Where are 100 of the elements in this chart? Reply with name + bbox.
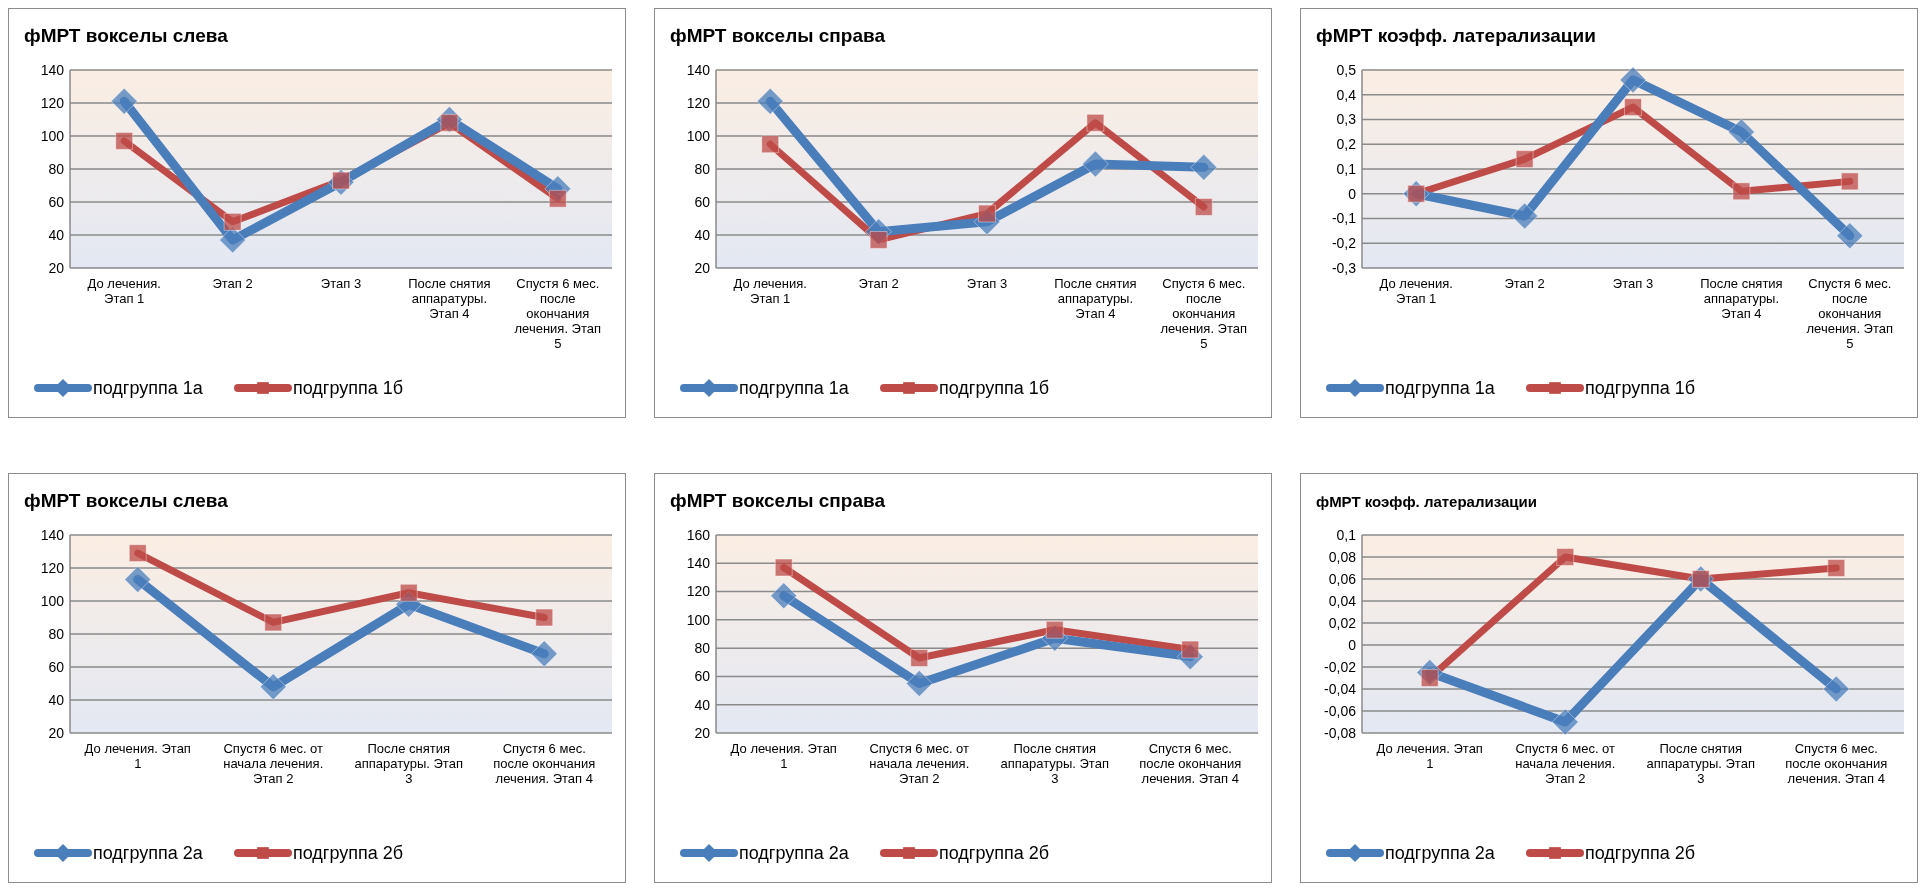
y-tick-label: 120	[686, 583, 711, 600]
point	[259, 673, 287, 701]
y-tick-label: 60	[694, 193, 711, 210]
x-tick-label: Этап 3	[320, 276, 362, 291]
x-tick-label: После снятия аппаратуры. Этап 4	[1054, 276, 1137, 321]
point	[1190, 153, 1218, 181]
x-tick-label: Спустя 6 мес. после окончания лечения. Этап 5	[1160, 276, 1248, 351]
x-tick-label: Этап 2	[1504, 276, 1545, 291]
point	[1840, 172, 1859, 191]
point	[1836, 222, 1864, 250]
y-tick-label: 120	[686, 94, 711, 111]
y-tick-label: 160	[686, 526, 711, 543]
y-tick-label: 20	[48, 724, 65, 741]
y-tick-label: 40	[694, 226, 711, 243]
y-tick-label: 40	[694, 696, 711, 713]
point	[1551, 708, 1579, 736]
point	[1619, 66, 1647, 94]
point	[530, 640, 558, 668]
point	[1827, 559, 1846, 577]
y-tick-label: 60	[48, 658, 65, 675]
x-tick-label: Спустя 6 мес. после окончания лечения. Этап 4	[493, 741, 596, 786]
x-tick-label: До лечения. Этап 1	[1379, 276, 1453, 306]
point	[1556, 548, 1575, 566]
y-tick-label: 100	[40, 127, 65, 144]
point	[1086, 113, 1105, 132]
x-tick-label: Спустя 6 мес. после окончания лечения. Этап 5	[1806, 276, 1894, 351]
y-tick-label: 0,1	[1336, 160, 1357, 177]
y-tick-label: 140	[40, 61, 65, 78]
point	[128, 544, 147, 563]
legend-label: подгруппа 2б	[293, 843, 404, 864]
x-tick-label: До лечения. Этап 1	[87, 276, 161, 306]
point	[223, 212, 242, 231]
y-tick-label: -0,02	[1324, 658, 1357, 675]
legend-label: подгруппа 1б	[1585, 378, 1696, 399]
y-tick-label: 20	[48, 259, 65, 276]
x-tick-label: Спустя 6 мес. от начала лечения. Этап 2	[223, 741, 324, 786]
chart-title: фМРТ вокселы справа	[670, 490, 886, 511]
x-tick-label: Спустя 6 мес. от начала лечения. Этап 2	[869, 741, 970, 786]
point	[1822, 675, 1850, 703]
chart-title: фМРТ вокселы слева	[24, 490, 229, 511]
legend-label: подгруппа 2а	[93, 843, 204, 864]
point	[1515, 150, 1534, 169]
y-tick-label: 20	[694, 259, 711, 276]
y-tick-label: 80	[48, 160, 65, 177]
legend-label: подгруппа 2а	[1385, 843, 1496, 864]
y-tick-label: -0,3	[1331, 259, 1357, 276]
x-tick-label: После снятия аппаратуры. Этап 4	[1700, 276, 1783, 321]
legend-label: подгруппа 1б	[293, 378, 404, 399]
x-tick-label: До лечения. Этап 1	[84, 741, 191, 771]
x-tick-label: Спустя 6 мес. от начала лечения. Этап 2	[1515, 741, 1616, 786]
x-tick-label: Этап 2	[212, 276, 253, 291]
y-tick-label: 40	[48, 226, 65, 243]
y-tick-label: 80	[48, 625, 65, 642]
y-tick-label: 0,04	[1328, 592, 1357, 609]
x-tick-label: Спустя 6 мес. после окончания лечения. Этап 4	[1785, 741, 1888, 786]
y-tick-label: -0,08	[1324, 724, 1357, 741]
point	[1081, 150, 1109, 178]
chart-title: фМРТ вокселы справа	[670, 25, 886, 46]
x-tick-label: До лечения. Этап 1	[733, 276, 807, 306]
legend-label: подгруппа 2а	[739, 843, 850, 864]
legend-label: подгруппа 1б	[939, 378, 1050, 399]
x-tick-label: До лечения. Этап 1	[730, 741, 837, 771]
point	[905, 670, 933, 697]
x-tick-label: После снятия аппаратуры. Этап 4	[408, 276, 491, 321]
point	[115, 132, 134, 150]
y-tick-label: 80	[694, 640, 711, 657]
x-tick-label: До лечения. Этап 1	[1376, 741, 1483, 771]
point	[548, 189, 567, 208]
y-tick-label: 0,5	[1336, 61, 1357, 78]
y-tick-label: -0,1	[1331, 210, 1357, 227]
y-tick-label: -0,04	[1324, 680, 1357, 697]
point	[1194, 198, 1213, 216]
y-tick-label: 0,4	[1336, 86, 1357, 103]
point	[110, 87, 138, 115]
legend-label: подгруппа 2б	[1585, 843, 1696, 864]
x-tick-label: Спустя 6 мес. после окончания лечения. Этап 4	[1139, 741, 1242, 786]
y-tick-label: 140	[40, 526, 65, 543]
y-tick-label: 100	[40, 592, 65, 609]
y-tick-label: 0,2	[1336, 136, 1357, 153]
y-tick-label: 0,08	[1328, 548, 1357, 565]
y-tick-label: -0,06	[1324, 702, 1357, 719]
legend-label: подгруппа 2б	[939, 843, 1050, 864]
y-tick-label: 140	[686, 61, 711, 78]
legend-label: подгруппа 1а	[739, 378, 850, 399]
x-tick-label: После снятия аппаратуры. Этап 3	[354, 741, 463, 786]
point	[770, 582, 798, 610]
x-tick-label: Этап 3	[1612, 276, 1654, 291]
point	[774, 558, 793, 577]
x-tick-label: Этап 3	[966, 276, 1008, 291]
point	[264, 613, 283, 632]
y-tick-label: 100	[686, 127, 711, 144]
point	[910, 649, 929, 667]
point	[1727, 118, 1755, 146]
y-tick-label: -0,2	[1331, 235, 1357, 252]
x-tick-label: После снятия аппаратуры. Этап 3	[1000, 741, 1109, 786]
point	[761, 135, 780, 154]
legend-label: подгруппа 1а	[93, 378, 204, 399]
y-tick-label: 0	[1348, 185, 1357, 202]
y-tick-label: 20	[694, 724, 711, 741]
x-tick-label: После снятия аппаратуры. Этап 3	[1646, 741, 1755, 786]
